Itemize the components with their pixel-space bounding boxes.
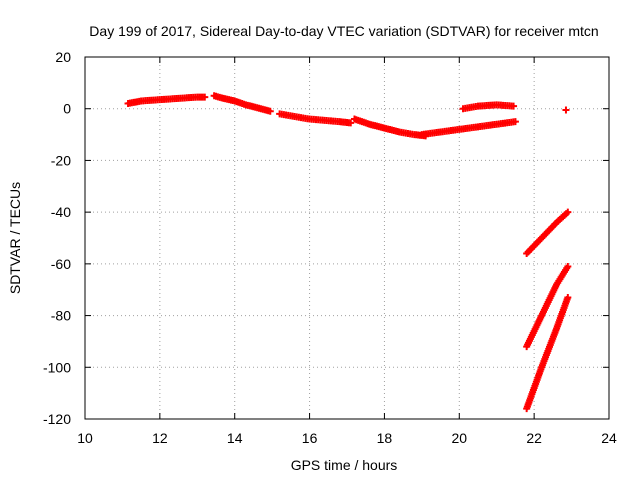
- data-point: [564, 208, 572, 216]
- data-point: [511, 118, 519, 126]
- axis-ticks: 10 12 14 16 18 20 22 24 20 0 -20 -40 -60 -80 -100 -120: [43, 49, 617, 446]
- x-tick-label: 20: [451, 430, 467, 446]
- plot-frame: [84, 56, 610, 420]
- y-tick-label: -60: [51, 256, 71, 272]
- data-point: [266, 107, 274, 115]
- data-point: [564, 293, 572, 301]
- data-marks: [124, 92, 572, 413]
- x-tick-label: 18: [377, 430, 393, 446]
- x-tick-label: 10: [77, 430, 93, 446]
- y-tick-label: -120: [43, 411, 71, 427]
- series-arc-b: [210, 92, 274, 115]
- series-arc-g: [523, 208, 572, 258]
- series-arc-a: [124, 93, 209, 108]
- y-tick-label: -40: [51, 204, 71, 220]
- y-axis-label: SDTVAR / TECUs: [7, 182, 23, 294]
- data-point: [564, 262, 572, 270]
- x-tick-label: 12: [152, 430, 168, 446]
- grid: [85, 57, 609, 419]
- y-tick-label: -100: [43, 359, 71, 375]
- data-point: [510, 102, 518, 110]
- data-point: [201, 93, 209, 101]
- x-tick-label: 24: [601, 430, 617, 446]
- x-tick-label: 14: [227, 430, 243, 446]
- chart-title: Day 199 of 2017, Sidereal Day-to-day VTE…: [89, 23, 598, 39]
- series-arc-e: [418, 118, 519, 139]
- data-point: [347, 119, 355, 127]
- series-arc-h: [523, 262, 572, 351]
- y-tick-label: -20: [51, 152, 71, 168]
- x-tick-label: 22: [526, 430, 542, 446]
- x-tick-label: 16: [302, 430, 318, 446]
- series-arc-d: [350, 115, 430, 140]
- y-tick-label: 20: [55, 49, 71, 65]
- y-tick-label: -80: [51, 308, 71, 324]
- series-isolated: [562, 106, 570, 114]
- y-tick-label: 0: [63, 101, 71, 117]
- series-arc-c: [276, 110, 355, 127]
- series-arc-i: [523, 293, 572, 413]
- data-point: [562, 106, 570, 114]
- series-arc-f: [459, 101, 518, 113]
- x-axis-label: GPS time / hours: [291, 457, 398, 473]
